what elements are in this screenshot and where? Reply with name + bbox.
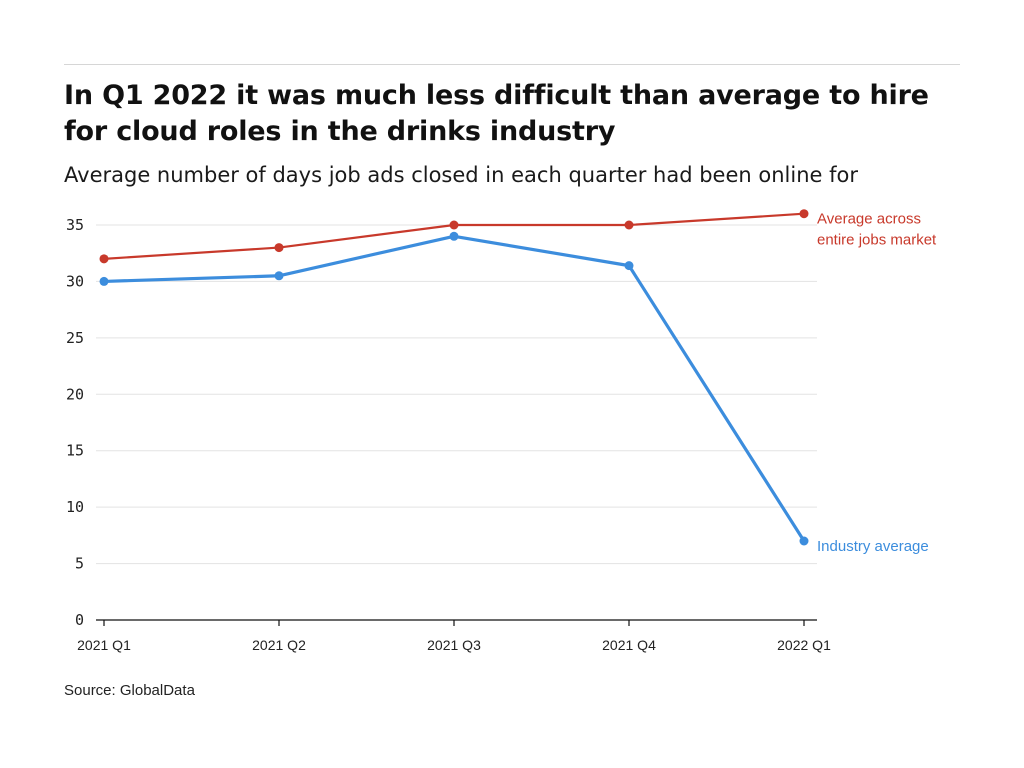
source-note: Source: GlobalData (64, 682, 195, 699)
series-labels: Average across entire jobs market Industry… (817, 211, 937, 555)
x-tick-label: 2021 Q2 (252, 637, 306, 653)
series-line (102, 234, 806, 543)
axes: 0 5 10 15 20 25 30 35 2021 Q1 2021 Q2 2021 Q3 2021 … (66, 216, 831, 653)
top-divider (64, 64, 960, 65)
data-point (799, 209, 809, 219)
chart-title: In Q1 2022 it was much less difficult th… (64, 80, 929, 147)
chart-subtitle: Average number of days job ads closed in… (64, 163, 858, 187)
series-label: Industry average (817, 538, 929, 555)
data-point (624, 220, 634, 230)
data-point (274, 271, 284, 281)
y-tick-label: 25 (66, 329, 84, 347)
y-tick-label: 0 (75, 611, 84, 629)
data-point (274, 243, 284, 253)
data-point (799, 536, 809, 546)
series-label-line: entire jobs market (817, 232, 937, 249)
data-point (99, 276, 109, 286)
series-label-line: Average across (817, 211, 921, 228)
y-tick-label: 5 (75, 555, 84, 573)
data-point (449, 231, 459, 241)
y-tick-label: 10 (66, 498, 84, 516)
data-point (99, 254, 109, 264)
x-tick-label: 2021 Q4 (602, 637, 656, 653)
y-tick-label: 35 (66, 216, 84, 234)
y-tick-label: 20 (66, 385, 84, 403)
y-tick-label: 15 (66, 442, 84, 460)
x-tick-label: 2022 Q1 (777, 637, 831, 653)
x-tick-label: 2021 Q1 (77, 637, 131, 653)
x-tick-label: 2021 Q3 (427, 637, 481, 653)
series-lines (99, 209, 809, 546)
gridlines (96, 224, 817, 565)
data-point (624, 261, 634, 271)
y-tick-label: 30 (66, 272, 84, 290)
series-label: Average across entire jobs market (817, 211, 937, 249)
data-point (449, 220, 459, 230)
series-label-line: Industry average (817, 538, 929, 555)
